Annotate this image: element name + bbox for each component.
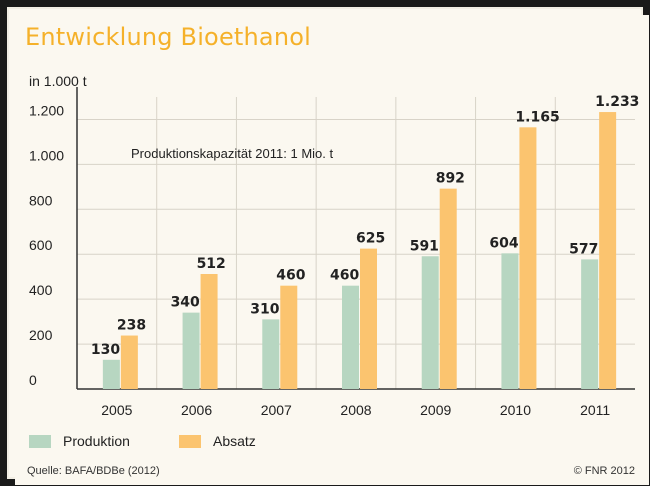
legend-label-absatz: Absatz [213,433,256,449]
data-label-absatz-2010: 1.165 [515,109,559,125]
y-tick-labels: 0 200 400 600 800 1.000 1.200 [29,102,64,388]
y-unit-label: in 1.000 t [29,73,87,89]
bar-produktion-2008 [342,285,359,389]
legend-item-produktion: Produktion [29,433,130,449]
y-tick-label: 1.000 [29,147,64,163]
bar-produktion-2006 [182,312,200,389]
bar-produktion-2009 [421,256,439,389]
bar-absatz-2011 [599,112,617,390]
data-label-produktion-2009: 591 [410,238,439,254]
bar-produktion-2011 [581,259,599,389]
bar-produktion-2005 [102,359,120,389]
legend-item-absatz: Absatz [179,433,256,449]
data-label-absatz-2006: 512 [197,256,226,272]
x-tick-label: 2008 [340,402,371,418]
data-label-absatz-2009: 892 [436,171,465,187]
y-tick-label: 400 [29,282,53,298]
bar-produktion-2007 [262,319,280,389]
chart-panel: Entwicklung Bioethanol in 1.000 t 0 200 40… [15,15,649,485]
data-label-absatz-2005: 238 [117,318,146,334]
x-tick-label: 2007 [261,402,292,418]
bar-absatz-2007 [280,285,298,389]
copyright-note: © FNR 2012 [573,465,635,477]
y-tick-label: 600 [29,237,53,253]
chart-title: Entwicklung Bioethanol [25,23,312,51]
data-label-produktion-2006: 340 [171,295,200,311]
data-label-produktion-2008: 460 [330,268,359,284]
data-label-absatz-2011: 1.233 [595,94,639,110]
x-tick-label: 2011 [580,402,610,418]
y-tick-label: 1.200 [29,102,64,118]
y-tick-label: 0 [29,372,37,388]
data-label-absatz-2007: 460 [276,268,305,284]
bar-absatz-2010 [519,127,537,390]
bars: 130 238 340 512 310 460 460 625 591 892 604 1.165 57… [91,94,639,390]
bar-chart: 0 200 400 600 800 1.000 1.200 130 238 340 512 310 4… [29,87,639,418]
legend-swatch-produktion [29,434,51,448]
capacity-annotation: Produktionskapazität 2011: 1 Mio. t [131,146,333,161]
bar-absatz-2008 [360,248,377,389]
data-label-produktion-2010: 604 [489,235,518,251]
legend-label-produktion: Produktion [63,433,130,449]
x-tick-label: 2006 [181,402,212,418]
data-label-absatz-2008: 625 [356,231,385,247]
x-tick-label: 2009 [420,402,451,418]
y-tick-label: 200 [29,327,53,343]
bar-absatz-2005 [120,335,138,389]
bar-absatz-2006 [200,273,218,389]
x-tick-labels: 2005 2006 2007 2008 2009 2010 2011 [101,402,610,418]
legend-swatch-absatz [179,434,201,448]
x-tick-label: 2005 [101,402,132,418]
y-tick-label: 800 [29,192,53,208]
source-note: Quelle: BAFA/BDBe (2012) [27,465,160,477]
data-label-produktion-2005: 130 [91,342,120,358]
data-label-produktion-2011: 577 [569,241,598,257]
bar-produktion-2010 [501,253,519,389]
bar-absatz-2009 [439,188,457,389]
data-label-produktion-2007: 310 [250,301,279,317]
x-tick-label: 2010 [500,402,531,418]
